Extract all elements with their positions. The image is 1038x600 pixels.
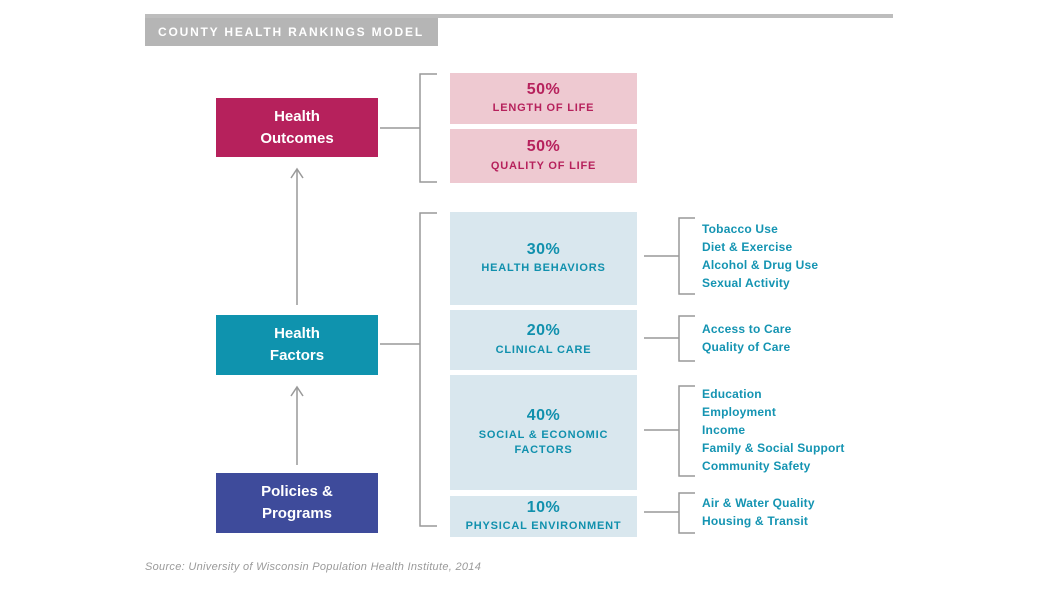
health-behaviors-percent: 30% [526,240,561,258]
clinical-care-percent: 20% [526,322,561,340]
clinical-care-label: CLINICAL CARE [495,343,592,356]
physical-environment-percent: 10% [526,498,561,516]
box-social-economic-factors: 40% SOCIAL & ECONOMIC FACTORS [450,375,637,490]
clinical-care-items: Access to Care Quality of Care [702,320,792,356]
box-quality-of-life: 50% QUALITY OF LIFE [450,129,637,183]
page-title: COUNTY HEALTH RANKINGS MODEL [158,25,424,39]
box-physical-environment: 10% PHYSICAL ENVIRONMENT [450,496,637,537]
list-item: Air & Water Quality [702,496,815,510]
list-item: Employment [702,405,777,419]
title-bar: COUNTY HEALTH RANKINGS MODEL [145,18,438,46]
top-rule [145,14,893,18]
up-arrow-head-1 [290,167,304,179]
node-health-outcomes-label: Health Outcomes [260,107,334,147]
clinical-bracket [678,315,695,362]
social-economic-items: Education Employment Income Family & Soc… [702,385,845,475]
box-length-of-life: 50% LENGTH OF LIFE [450,73,637,124]
box-clinical-care: 20% CLINICAL CARE [450,310,637,370]
length-of-life-label: LENGTH OF LIFE [492,102,595,115]
physical-environment-items: Air & Water Quality Housing & Transit [702,494,815,530]
source-note: Source: University of Wisconsin Populati… [145,561,482,573]
node-policies-programs-label: Policies & Programs [261,483,333,522]
physical-environment-label: PHYSICAL ENVIRONMENT [465,520,622,533]
list-item: Alcohol & Drug Use [702,258,819,272]
list-item: Sexual Activity [702,276,790,290]
list-item: Community Safety [702,459,811,473]
outcomes-bracket [419,73,437,183]
list-item: Family & Social Support [702,441,845,455]
quality-of-life-label: QUALITY OF LIFE [490,159,597,172]
list-item: Access to Care [702,322,792,336]
social-bracket [678,385,695,477]
factors-bracket [419,212,437,527]
up-arrow-head-2 [290,385,304,397]
list-item: Quality of Care [702,340,791,354]
list-item: Housing & Transit [702,514,809,528]
health-behaviors-items: Tobacco Use Diet & Exercise Alcohol & Dr… [702,220,818,292]
node-policies-programs: Policies & Programs [216,473,378,533]
node-health-outcomes: Health Outcomes [216,98,378,157]
list-item: Education [702,387,762,401]
node-health-factors: Health Factors [216,315,378,375]
length-of-life-percent: 50% [526,80,561,98]
quality-of-life-percent: 50% [526,138,561,156]
health-behaviors-label: HEALTH BEHAVIORS [481,262,606,275]
behaviors-bracket [678,217,695,295]
physical-bracket [678,492,695,534]
node-health-factors-label: Health Factors [269,325,325,364]
list-item: Diet & Exercise [702,240,793,254]
social-economic-label: SOCIAL & ECONOMIC FACTORS [478,428,609,456]
box-health-behaviors: 30% HEALTH BEHAVIORS [450,212,637,305]
list-item: Income [702,423,746,437]
social-economic-percent: 40% [526,407,561,425]
list-item: Tobacco Use [702,222,778,236]
